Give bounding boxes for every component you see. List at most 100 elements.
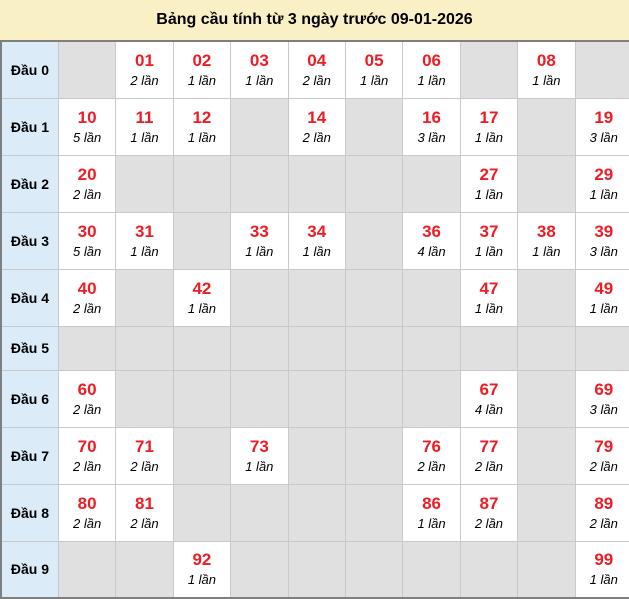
number-cell-33: 33 1 lần bbox=[230, 211, 289, 270]
occurrence-count: 2 lần bbox=[589, 458, 618, 474]
empty-cell bbox=[287, 483, 346, 542]
lottery-number: 99 bbox=[594, 550, 614, 569]
number-cell-10: 10 5 lần bbox=[57, 97, 117, 156]
occurrence-count: 2 lần bbox=[130, 458, 159, 474]
number-cell-89: 89 2 lần bbox=[574, 483, 629, 542]
empty-cell bbox=[115, 154, 174, 213]
number-cell-16: 16 3 lần bbox=[402, 97, 461, 156]
empty-cell bbox=[287, 154, 346, 213]
lottery-number: 01 bbox=[135, 50, 154, 70]
number-cell-79: 79 2 lần bbox=[574, 426, 629, 485]
occurrence-count: 5 lần bbox=[73, 243, 102, 259]
cau-table-body: Đầu 0 01 2 lần 02 1 lần 03 1 lần 04 2 lần 05 1 lần… bbox=[0, 40, 629, 599]
empty-cell bbox=[115, 540, 174, 599]
lottery-number: 19 bbox=[594, 107, 614, 127]
number-cell-99: 99 1 lần bbox=[574, 540, 629, 599]
lottery-number: 04 bbox=[307, 50, 327, 70]
table-row: Đầu 0 01 2 lần 02 1 lần 03 1 lần 04 2 lần 05 1 lần… bbox=[0, 40, 629, 99]
number-cell-39: 39 3 lần bbox=[574, 211, 629, 270]
number-cell-06: 06 1 lần bbox=[402, 40, 461, 99]
empty-cell bbox=[287, 369, 346, 428]
number-cell-81: 81 2 lần bbox=[115, 483, 174, 542]
occurrence-count: 2 lần bbox=[589, 515, 618, 531]
number-cell-73: 73 1 lần bbox=[230, 426, 289, 485]
lottery-number: 17 bbox=[479, 107, 499, 127]
table-row: Đầu 1 10 5 lần 11 1 lần 12 1 lần 14 2 lần 16 3 lần… bbox=[0, 97, 629, 156]
occurrence-count: 1 lần bbox=[589, 186, 618, 202]
lottery-number: 87 bbox=[479, 493, 499, 513]
empty-cell bbox=[344, 154, 404, 213]
number-cell-40: 40 2 lần bbox=[57, 268, 117, 327]
occurrence-count: 1 lần bbox=[302, 243, 331, 259]
empty-cell bbox=[172, 325, 232, 371]
occurrence-count: 2 lần bbox=[73, 458, 102, 474]
empty-cell bbox=[517, 483, 576, 542]
empty-cell bbox=[172, 154, 232, 213]
number-cell-69: 69 3 lần bbox=[574, 369, 629, 428]
empty-cell bbox=[402, 154, 461, 213]
row-header-dau-8: Đầu 8 bbox=[0, 483, 59, 542]
empty-cell bbox=[230, 268, 289, 327]
lottery-number: 39 bbox=[594, 221, 614, 241]
occurrence-count: 2 lần bbox=[302, 72, 331, 88]
empty-cell bbox=[517, 369, 576, 428]
table-wrap: Đầu 0 01 2 lần 02 1 lần 03 1 lần 04 2 lần 05 1 lần… bbox=[0, 40, 629, 599]
empty-cell bbox=[517, 325, 576, 371]
number-cell-11: 11 1 lần bbox=[115, 97, 174, 156]
empty-cell bbox=[574, 40, 629, 99]
empty-cell bbox=[57, 40, 117, 99]
number-cell-49: 49 1 lần bbox=[574, 268, 629, 327]
row-header-dau-6: Đầu 6 bbox=[0, 369, 59, 428]
lottery-number: 73 bbox=[249, 436, 269, 456]
lottery-number: 69 bbox=[594, 379, 614, 399]
occurrence-count: 1 lần bbox=[532, 72, 561, 88]
row-header-dau-1: Đầu 1 bbox=[0, 97, 59, 156]
number-cell-03: 03 1 lần bbox=[230, 40, 289, 99]
lottery-number: 27 bbox=[479, 164, 499, 184]
table-row: Đầu 9 92 1 lần 99 1 lần bbox=[0, 540, 629, 599]
occurrence-count: 1 lần bbox=[417, 72, 446, 88]
number-cell-37: 37 1 lần bbox=[459, 211, 519, 270]
occurrence-count: 1 lần bbox=[130, 129, 159, 145]
empty-cell bbox=[115, 268, 174, 327]
lottery-number: 33 bbox=[249, 221, 269, 241]
empty-cell bbox=[459, 540, 519, 599]
empty-cell bbox=[517, 97, 576, 156]
empty-cell bbox=[115, 325, 174, 371]
occurrence-count: 2 lần bbox=[130, 515, 159, 531]
lottery-number: 92 bbox=[192, 550, 212, 569]
number-cell-17: 17 1 lần bbox=[459, 97, 519, 156]
empty-cell bbox=[287, 268, 346, 327]
empty-cell bbox=[344, 97, 404, 156]
number-cell-19: 19 3 lần bbox=[574, 97, 629, 156]
occurrence-count: 1 lần bbox=[474, 129, 504, 145]
empty-cell bbox=[574, 325, 629, 371]
empty-cell bbox=[230, 325, 289, 371]
occurrence-count: 1 lần bbox=[360, 72, 389, 88]
empty-cell bbox=[402, 540, 461, 599]
table-row: Đầu 6 60 2 lần 67 4 lần 69 3 lần bbox=[0, 369, 629, 428]
empty-cell bbox=[57, 325, 117, 371]
occurrence-count: 2 lần bbox=[474, 458, 504, 474]
occurrence-count: 2 lần bbox=[73, 300, 102, 316]
row-header-dau-2: Đầu 2 bbox=[0, 154, 59, 213]
occurrence-count: 5 lần bbox=[73, 129, 102, 145]
lottery-number: 76 bbox=[422, 436, 441, 456]
cau-statistics-table: Đầu 0 01 2 lần 02 1 lần 03 1 lần 04 2 lần 05 1 lần… bbox=[0, 40, 629, 599]
empty-cell bbox=[172, 211, 232, 270]
empty-cell bbox=[57, 540, 117, 599]
lottery-number: 08 bbox=[536, 50, 556, 70]
occurrence-count: 1 lần bbox=[417, 515, 446, 531]
empty-cell bbox=[230, 483, 289, 542]
occurrence-count: 3 lần bbox=[417, 129, 446, 145]
empty-cell bbox=[402, 268, 461, 327]
empty-cell bbox=[230, 97, 289, 156]
row-header-dau-5: Đầu 5 bbox=[0, 325, 59, 371]
lottery-number: 29 bbox=[594, 164, 614, 184]
number-cell-31: 31 1 lần bbox=[115, 211, 174, 270]
lottery-number: 42 bbox=[192, 278, 212, 298]
occurrence-count: 2 lần bbox=[474, 515, 504, 531]
empty-cell bbox=[287, 540, 346, 599]
empty-cell bbox=[172, 426, 232, 485]
